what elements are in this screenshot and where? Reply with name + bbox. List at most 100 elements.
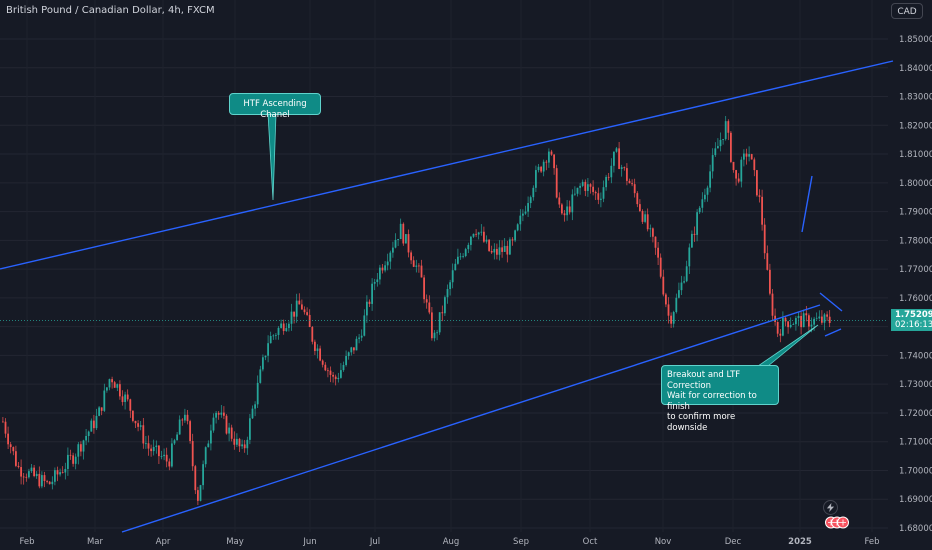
candle-up: [397, 239, 399, 241]
candle-down: [800, 315, 802, 328]
candle-up: [59, 472, 61, 475]
candle-down: [306, 312, 308, 315]
candle-up: [498, 247, 501, 255]
candle-up: [28, 471, 30, 478]
candle-down: [506, 245, 509, 255]
candle-up: [602, 187, 605, 199]
candle-down: [407, 234, 410, 253]
candle-down: [17, 465, 20, 468]
candle-up: [675, 297, 678, 313]
candle-up: [542, 161, 545, 172]
candle-down: [821, 316, 823, 323]
currency-button[interactable]: CAD: [891, 3, 923, 19]
price-tick-label: 1.80000: [899, 179, 932, 189]
candle-down: [761, 196, 763, 225]
candle-down: [727, 121, 730, 133]
time-tick-label: Nov: [655, 537, 672, 547]
flag-events-icon: [825, 516, 849, 529]
candle-down: [165, 454, 168, 462]
candle-up: [493, 248, 496, 253]
candle-up: [204, 447, 207, 465]
candle-down: [756, 170, 758, 196]
candle-up: [714, 148, 717, 156]
candle-down: [61, 472, 64, 473]
last-price-badge: 1.75209 02:16:13: [891, 309, 932, 331]
candle-up: [82, 440, 85, 452]
candle-down: [147, 443, 150, 449]
candle-up: [683, 281, 685, 283]
candle-up: [277, 327, 280, 335]
bar-countdown: 02:16:13: [895, 319, 932, 330]
candle-up: [269, 336, 272, 344]
candle-down: [592, 186, 594, 192]
candle-down: [763, 224, 766, 254]
candle-up: [405, 234, 407, 244]
ltf-lower-line: [824, 328, 842, 337]
candle-down: [142, 425, 145, 444]
replay-control[interactable]: [823, 500, 838, 515]
chart-grid: [0, 38, 888, 529]
candle-down: [12, 447, 15, 452]
candle-down: [774, 315, 776, 323]
candle-up: [797, 315, 800, 319]
candle-down: [488, 239, 490, 251]
candle-up: [90, 420, 93, 432]
candle-up: [95, 415, 98, 429]
candle-down: [293, 311, 295, 317]
time-tick-label: Aug: [443, 537, 460, 547]
candle-up: [644, 214, 646, 222]
candle-up: [620, 167, 623, 169]
candle-down: [321, 360, 324, 365]
candle-up: [454, 263, 457, 271]
candle-down: [93, 420, 95, 429]
candle-down: [402, 223, 405, 244]
candle-down: [771, 293, 774, 316]
candle-up: [54, 470, 56, 482]
annotation-breakout[interactable]: Breakout and LTF Correction Wait for cor…: [661, 365, 779, 433]
candle-up: [477, 232, 480, 235]
candle-down: [168, 461, 171, 467]
annotation-htf-channel[interactable]: HTF Ascending Chanel: [229, 93, 321, 120]
candle-up: [77, 444, 80, 457]
candle-up: [267, 343, 269, 356]
candle-up: [802, 313, 805, 328]
candle-up: [295, 300, 298, 317]
time-tick-label: Apr: [156, 537, 171, 547]
candle-down: [628, 180, 631, 184]
candle-down: [48, 481, 51, 485]
candle-up: [171, 443, 173, 467]
candle-down: [69, 454, 72, 456]
price-tick-label: 1.84000: [899, 64, 932, 74]
candle-down: [353, 347, 355, 351]
candle-up: [355, 338, 358, 351]
candle-down: [589, 184, 592, 187]
candle-up: [85, 435, 87, 441]
candle-down: [186, 414, 189, 422]
candle-down: [808, 315, 810, 327]
candle-down: [750, 154, 753, 160]
candle-down: [7, 433, 9, 445]
candle-down: [496, 248, 498, 255]
candle-up: [688, 247, 691, 267]
price-tick-label: 1.83000: [899, 93, 932, 103]
candle-up: [51, 481, 54, 485]
candle-down: [301, 304, 303, 310]
candle-up: [160, 456, 163, 457]
candle-up: [818, 316, 821, 319]
candle-up: [438, 312, 441, 333]
candle-down: [329, 370, 332, 375]
candle-down: [735, 170, 737, 179]
candle-up: [64, 468, 67, 473]
candle-up: [470, 236, 472, 245]
candle-up: [264, 355, 267, 358]
candle-down: [327, 370, 329, 372]
candle-down: [303, 309, 306, 313]
candle-down: [636, 193, 639, 205]
price-tick-label: 1.77000: [899, 265, 932, 275]
annotation-pointer: [267, 113, 277, 201]
candle-down: [633, 184, 636, 194]
candle-down: [22, 476, 25, 478]
price-axis: 1.68000 1.69000 1.70000 1.71000 1.72000 1.730…: [899, 35, 932, 534]
events-control[interactable]: [824, 516, 852, 529]
